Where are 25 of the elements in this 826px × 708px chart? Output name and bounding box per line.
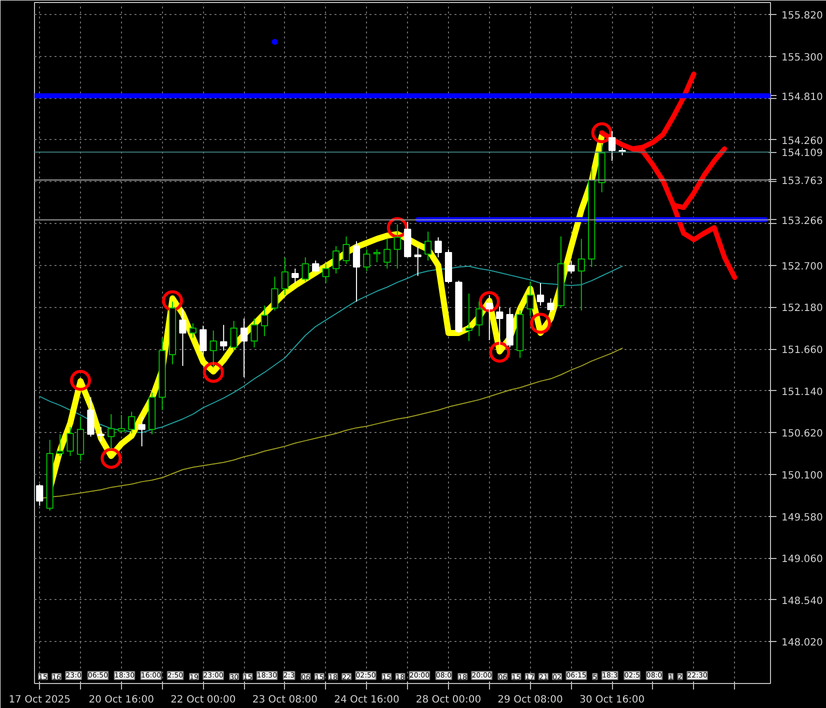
y-tick-label: 152.700 [782, 261, 823, 272]
x-tick-label: 22 Oct 00:00 [170, 694, 236, 706]
ref-line-label: 154.810 [782, 92, 823, 103]
y-tick-label: 155.300 [782, 52, 823, 64]
x-tick-label: 30 Oct 16:00 [579, 694, 645, 706]
x-tick-label: 24 Oct 16:00 [334, 694, 400, 706]
x-tick-label: 23 Oct 08:00 [252, 694, 318, 706]
y-tick-label: 154.260 [782, 136, 823, 147]
x-tick-label: 17 Oct 2025 [8, 694, 71, 706]
y-tick-label: 149.060 [782, 554, 823, 566]
x-tick-label: 20 Oct 16:00 [88, 694, 154, 706]
y-tick-label: 148.020 [782, 638, 823, 649]
y-tick-label: 152.180 [782, 303, 823, 314]
y-tick-label: 150.100 [782, 470, 823, 482]
ref-line-label: 154.109 [782, 148, 823, 160]
y-tick-label: 151.140 [782, 386, 823, 398]
y-tick-label: 148.540 [782, 596, 823, 607]
y-tick-label: 149.580 [782, 512, 823, 524]
y-tick-label: 155.820 [782, 10, 823, 22]
ref-line-label: 153.763 [782, 176, 823, 187]
ref-line-label: 153.266 [782, 216, 823, 227]
y-tick-label: 150.620 [782, 428, 823, 440]
y-tick-label: 151.660 [782, 345, 823, 356]
x-tick-label: 28 Oct 00:00 [416, 694, 482, 706]
x-tick-label: 29 Oct 08:00 [498, 694, 563, 706]
